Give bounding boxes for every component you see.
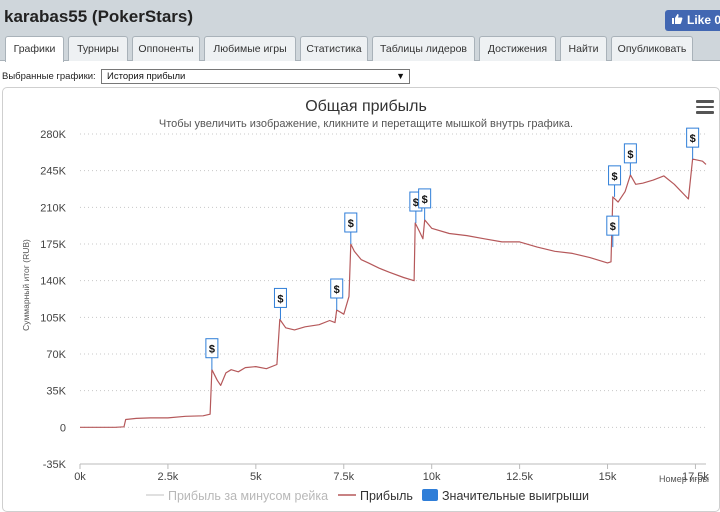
legend-item[interactable]: Значительные выигрыши: [422, 489, 589, 503]
big-win-flag[interactable]: $: [623, 143, 637, 175]
big-win-flag[interactable]: $: [273, 287, 287, 320]
y-tick-label: 210K: [40, 202, 66, 214]
legend-label: Прибыль за минусом рейка: [168, 489, 328, 503]
x-tick-label: 15k: [599, 471, 617, 483]
big-win-flags: $$$$$ $$$$$: [205, 127, 700, 370]
big-win-flag[interactable]: $: [686, 127, 700, 160]
tab-tournaments[interactable]: Турниры: [68, 36, 128, 61]
chart-menu-icon[interactable]: [696, 100, 714, 114]
top-bar: karabas55 (PokerStars) Like 0: [0, 0, 720, 34]
dollar-icon: $: [277, 293, 283, 305]
chart-subtitle: Чтобы увеличить изображение, кликните и …: [159, 118, 573, 130]
legend-item[interactable]: Прибыль: [338, 489, 413, 503]
x-tick-label: 7.5k: [333, 471, 354, 483]
flag-box: [330, 278, 344, 299]
big-win-flag[interactable]: $: [608, 165, 622, 197]
chart-selector-row: Выбранные графики: История прибыли ▼: [0, 68, 720, 86]
flag-box: [205, 338, 219, 359]
x-tick-label: 5k: [250, 471, 262, 483]
y-axis-label: Суммарный итог (RUB): [21, 239, 31, 331]
facebook-like-button[interactable]: Like 0: [665, 10, 720, 31]
axes: -35K 0 35K 70K 105K 140K 175K 210K 245K 280K 0k 2.5…: [40, 129, 709, 483]
y-tick-label: 140K: [40, 276, 66, 288]
tab-bar: Графики Турниры Оппоненты Любимые игры С…: [0, 34, 720, 62]
dollar-icon: $: [209, 344, 215, 356]
dollar-icon: $: [610, 221, 616, 233]
legend-item[interactable]: Прибыль за минусом рейка: [146, 489, 328, 503]
x-tick-label: 12.5k: [506, 471, 533, 483]
chart-select-value: История прибыли: [107, 71, 186, 82]
y-tick-label: 245K: [40, 166, 66, 178]
dollar-icon: $: [413, 197, 419, 209]
tab-favorite-games[interactable]: Любимые игры: [204, 36, 296, 61]
big-win-flag[interactable]: $: [606, 215, 620, 248]
flag-box: [623, 143, 637, 164]
legend: Прибыль за минусом рейка Прибыль Значитель…: [146, 489, 589, 503]
big-win-flag[interactable]: $: [330, 278, 344, 310]
chart-select[interactable]: История прибыли ▼: [101, 69, 410, 84]
big-win-flag[interactable]: $: [344, 212, 358, 244]
flag-box: [608, 165, 622, 186]
flag-box: [418, 188, 432, 209]
x-tick-label: 2.5k: [158, 471, 179, 483]
flag-box: [273, 287, 287, 308]
y-tick-label: 175K: [40, 239, 66, 251]
legend-box-symbol: [422, 489, 438, 501]
tab-statistics[interactable]: Статистика: [300, 36, 368, 61]
tab-opponents[interactable]: Оппоненты: [132, 36, 200, 61]
y-tick-label: -35K: [43, 459, 67, 471]
tab-achievements[interactable]: Достижения: [479, 36, 556, 61]
player-title: karabas55 (PokerStars): [4, 7, 194, 26]
y-tick-label: 70K: [46, 349, 66, 361]
profit-series-line: [80, 158, 707, 428]
dollar-icon: $: [348, 218, 354, 230]
x-tick-label: 17.5k: [682, 471, 709, 483]
tab-charts[interactable]: Графики: [5, 36, 64, 62]
x-axis-label: Номер игры: [659, 474, 709, 484]
series-layer: [80, 158, 707, 428]
tab-leaderboards[interactable]: Таблицы лидеров: [372, 36, 475, 61]
legend-label: Значительные выигрыши: [442, 489, 589, 503]
tab-search[interactable]: Найти: [560, 36, 607, 61]
selector-label: Выбранные графики:: [2, 71, 96, 82]
big-win-flag[interactable]: $: [418, 188, 432, 220]
flag-box: [344, 212, 358, 233]
dollar-icon: $: [611, 171, 617, 183]
x-tick-label: 0k: [74, 471, 86, 483]
thumbs-up-icon: [672, 14, 683, 24]
tab-publish[interactable]: Опубликовать: [611, 36, 693, 61]
flag-box: [606, 215, 620, 236]
y-tick-label: 35K: [46, 386, 66, 398]
flag-box: [686, 127, 700, 148]
y-tick-label: 0: [60, 422, 66, 434]
big-win-flag[interactable]: $: [205, 338, 219, 370]
y-tick-label: 280K: [40, 129, 66, 141]
dollar-icon: $: [334, 284, 340, 296]
like-label: Like 0: [687, 13, 720, 27]
dollar-icon: $: [627, 149, 633, 161]
dropdown-arrow-icon: ▼: [396, 71, 405, 81]
legend-label: Прибыль: [360, 489, 413, 503]
chart-panel[interactable]: [2, 87, 720, 512]
dollar-icon: $: [422, 194, 428, 206]
dollar-icon: $: [690, 133, 696, 145]
chart-title: Общая прибыль: [305, 98, 427, 115]
y-tick-label: 105K: [40, 312, 66, 324]
x-tick-label: 10k: [423, 471, 441, 483]
